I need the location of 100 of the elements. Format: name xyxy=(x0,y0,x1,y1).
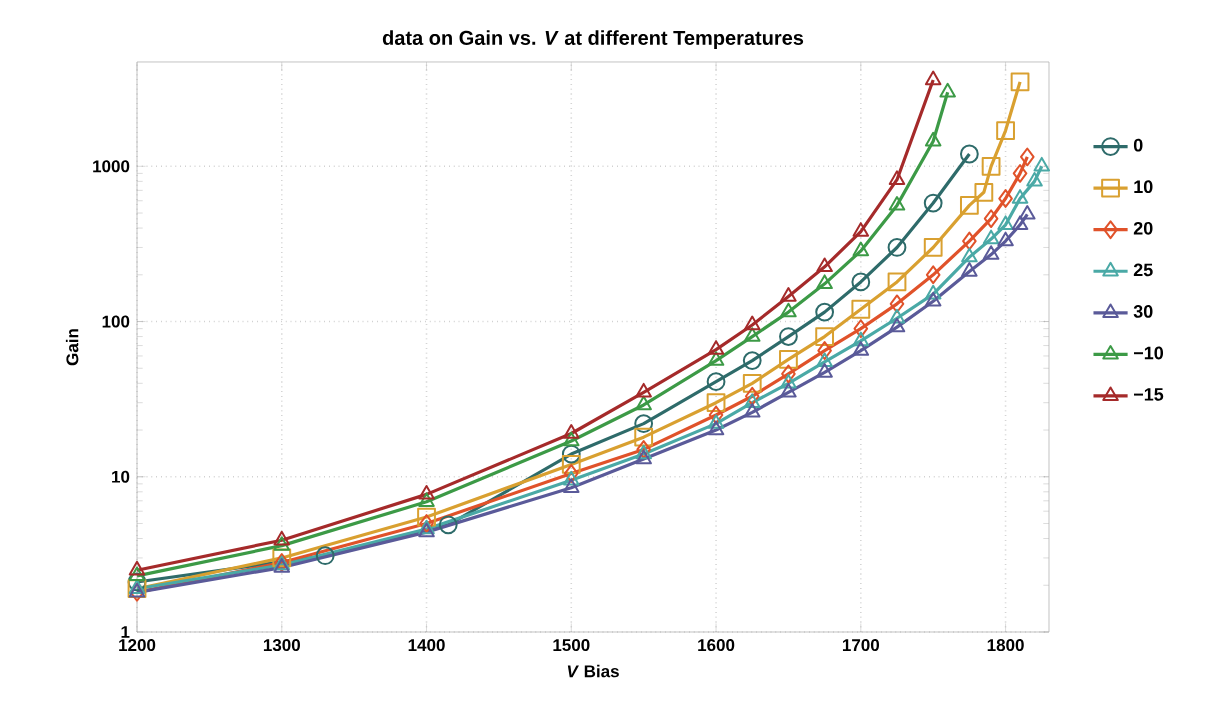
y-axis-title: Gain xyxy=(65,329,79,366)
point xyxy=(924,284,942,300)
point xyxy=(982,229,1000,245)
point xyxy=(708,405,724,425)
point xyxy=(888,317,906,333)
point xyxy=(1011,189,1029,204)
point xyxy=(815,302,835,322)
point xyxy=(635,395,652,411)
point xyxy=(743,393,761,408)
point xyxy=(779,327,798,346)
y-tick-label: 100 xyxy=(102,315,130,328)
point xyxy=(852,341,870,356)
point xyxy=(996,121,1015,140)
point xyxy=(636,440,651,459)
point xyxy=(816,363,833,378)
legend-label: −15 xyxy=(1133,388,1164,401)
point xyxy=(817,341,832,360)
point xyxy=(707,420,725,436)
point xyxy=(939,82,956,98)
point xyxy=(923,193,943,213)
point xyxy=(706,393,726,413)
point xyxy=(707,340,725,355)
point xyxy=(315,546,335,566)
point xyxy=(998,189,1013,208)
point xyxy=(924,131,942,147)
point xyxy=(779,350,798,369)
point xyxy=(438,515,458,535)
point xyxy=(851,299,871,319)
point xyxy=(128,560,146,576)
point xyxy=(923,238,943,257)
point xyxy=(852,222,870,237)
point xyxy=(924,291,942,307)
point xyxy=(634,414,654,434)
point xyxy=(961,262,978,277)
point xyxy=(925,265,941,285)
point xyxy=(707,414,725,429)
point xyxy=(1026,171,1043,187)
legend-label: 30 xyxy=(1133,305,1153,318)
point xyxy=(780,302,797,318)
point xyxy=(888,308,906,324)
point xyxy=(707,351,725,366)
x-tick-label: 1500 xyxy=(553,639,590,652)
point xyxy=(997,215,1014,230)
point xyxy=(563,424,580,439)
point xyxy=(1019,147,1035,167)
point xyxy=(418,492,435,507)
point xyxy=(128,566,146,582)
point xyxy=(561,455,581,474)
point xyxy=(1010,72,1030,92)
x-tick-label: 1800 xyxy=(987,639,1024,652)
point xyxy=(418,484,435,500)
point xyxy=(974,182,994,202)
y-tick-label: 1 xyxy=(121,626,130,638)
x-axis-title: V Bias xyxy=(567,664,619,678)
point xyxy=(706,372,726,392)
x-tick-label: 1300 xyxy=(263,639,300,652)
point xyxy=(924,70,942,86)
x-tick-label: 1600 xyxy=(698,639,735,652)
point xyxy=(962,231,977,251)
point xyxy=(563,470,580,486)
point xyxy=(888,170,906,185)
point xyxy=(780,382,797,398)
point xyxy=(128,579,146,594)
point xyxy=(887,272,907,292)
legend-label: 10 xyxy=(1134,180,1153,194)
legend-label: 25 xyxy=(1133,263,1153,277)
point xyxy=(742,351,762,371)
chart-title: data on Gain vs. V at different Temperatures xyxy=(382,30,804,49)
point xyxy=(816,257,833,273)
point xyxy=(851,272,871,292)
point xyxy=(853,319,869,339)
point xyxy=(852,241,870,257)
point xyxy=(563,478,580,493)
point xyxy=(816,352,833,368)
point xyxy=(743,327,761,342)
point xyxy=(888,195,906,211)
point xyxy=(815,327,835,346)
point xyxy=(889,294,905,314)
point xyxy=(742,373,762,393)
point xyxy=(1019,204,1036,220)
point xyxy=(1011,215,1029,230)
point xyxy=(563,431,580,447)
legend-label: 20 xyxy=(1133,221,1153,235)
legend-label: 0 xyxy=(1133,138,1143,152)
point xyxy=(982,245,1000,260)
point xyxy=(780,287,797,302)
point xyxy=(273,530,291,546)
y-tick-label: 10 xyxy=(112,470,130,483)
point xyxy=(743,315,761,331)
point xyxy=(981,156,1001,176)
point xyxy=(273,536,291,551)
point xyxy=(781,364,796,384)
point xyxy=(1033,156,1051,172)
point xyxy=(635,382,652,398)
x-tick-label: 1200 xyxy=(119,639,156,652)
point xyxy=(997,231,1014,247)
x-tick-label: 1400 xyxy=(408,639,445,652)
point xyxy=(743,402,761,418)
x-tick-label: 1700 xyxy=(842,639,880,652)
point xyxy=(634,427,654,447)
